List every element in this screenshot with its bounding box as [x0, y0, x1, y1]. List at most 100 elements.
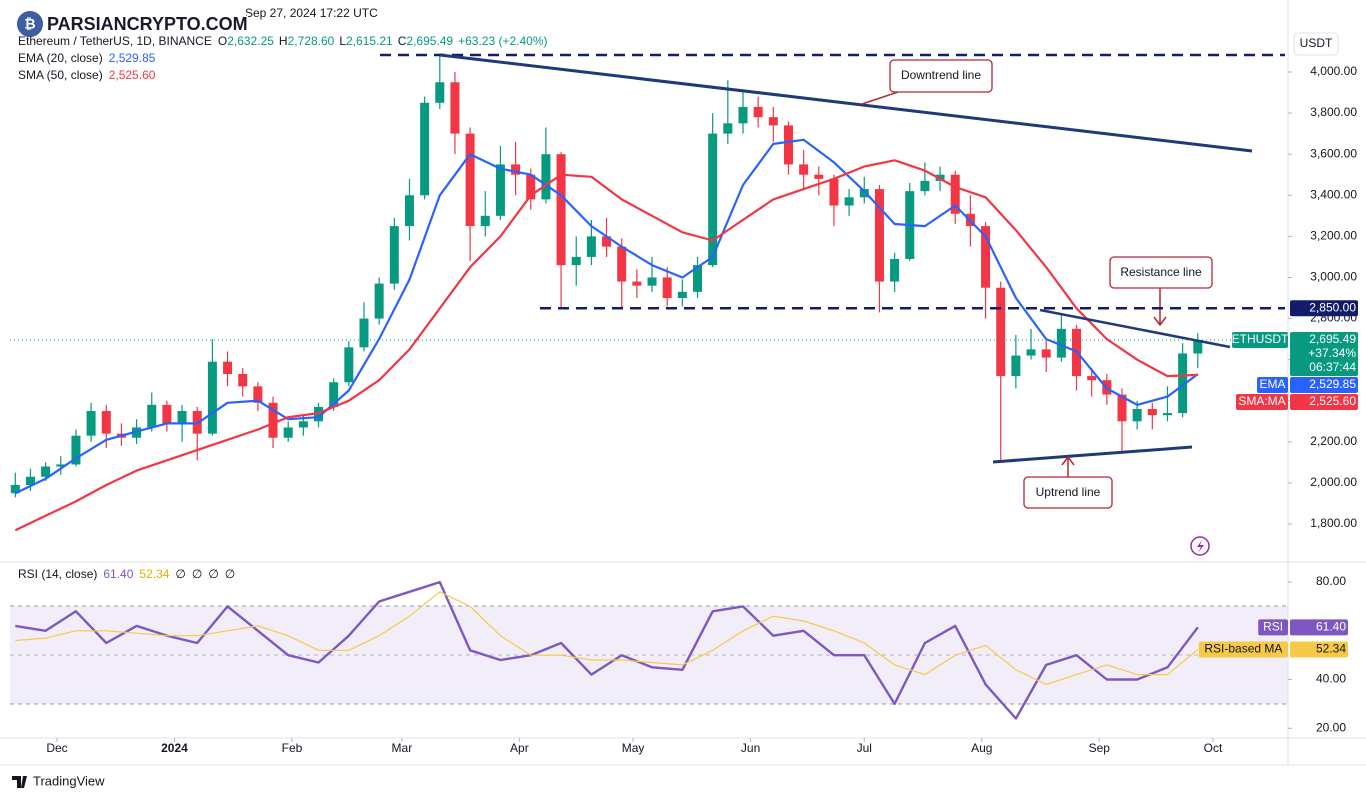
indicator-value: 2,525.60: [1309, 394, 1356, 408]
x-tick-label: Sep: [1089, 741, 1111, 755]
symbol-tag: [1232, 332, 1288, 349]
candle-body: [435, 82, 445, 103]
y-tick-label: 2,200.00: [1310, 434, 1357, 448]
ohlc-key: H: [279, 34, 288, 48]
candle-body: [1162, 413, 1172, 416]
candle-body: [1178, 353, 1188, 414]
currency-button[interactable]: [1293, 32, 1339, 56]
logo-backdrop: [8, 6, 240, 44]
legend-empty: ∅: [225, 567, 235, 581]
uptrend-line: [992, 445, 1193, 464]
marks: [10, 53, 1203, 720]
x-tick-label: May: [622, 741, 645, 755]
candle-body: [829, 178, 839, 206]
candle-body: [480, 215, 490, 227]
legend-empty: ∅: [208, 567, 218, 581]
ohlc-value: 2,728.60: [288, 34, 335, 48]
candle-body: [1147, 408, 1157, 416]
ohlc-key: C: [398, 34, 407, 48]
indicator-value-tag: [1290, 619, 1348, 636]
level-tag: [1290, 300, 1358, 317]
candle-body: [1117, 394, 1127, 422]
ohlc-value: 2,615.21: [346, 34, 393, 48]
logo-text: PARSIANCRYPTO.COM: [47, 14, 248, 34]
indicator-tag-label: RSI: [1263, 620, 1283, 634]
x-tick-label: Aug: [971, 741, 992, 755]
candle-body: [586, 236, 596, 257]
candle-body: [389, 226, 399, 284]
candle-body: [10, 484, 20, 494]
candle-body: [859, 189, 869, 198]
candle-body: [1041, 349, 1051, 358]
alert-icon-bolt: [1197, 540, 1204, 553]
indicator-value-tag: [1290, 394, 1358, 411]
annotation-box: [1109, 256, 1213, 289]
candle-body: [1056, 328, 1066, 358]
candle-body: [404, 195, 414, 227]
legend-value: 61.40: [103, 567, 133, 581]
x-tick-label: Feb: [282, 741, 303, 755]
price-tag: [1290, 332, 1358, 377]
candle-body: [662, 277, 672, 299]
candle-body: [677, 291, 687, 299]
candle-body: [223, 361, 233, 375]
x-tick-label: Dec: [46, 741, 67, 755]
indicator-tag: [1198, 641, 1288, 658]
y-tick-label: 3,400.00: [1310, 187, 1357, 201]
candle-body: [981, 226, 991, 288]
price-tag-countdown: 06:37:44: [1309, 360, 1356, 374]
indicator-tag-label: RSI-based MA: [1204, 642, 1282, 656]
candle-body: [207, 361, 217, 434]
candle-body: [268, 402, 278, 438]
candle-body: [723, 123, 733, 134]
candle-body: [495, 164, 505, 216]
candle-body: [753, 106, 763, 118]
candle-body: [783, 125, 793, 165]
alert-icon[interactable]: [1190, 536, 1210, 556]
indicator-tag-label: EMA: [1259, 377, 1285, 391]
candle-body: [344, 347, 354, 383]
candle-body: [890, 258, 900, 282]
ohlc-key: L: [339, 34, 346, 48]
candle-body: [571, 256, 581, 266]
candle-body: [708, 133, 718, 266]
y-tick-label: 1,800.00: [1310, 516, 1357, 530]
indicator-value: 61.40: [1316, 620, 1346, 634]
y-tick-label: 20.00: [1316, 720, 1346, 734]
candle-body: [556, 154, 566, 266]
annotation-box: [1023, 476, 1113, 509]
logo-icon: [15, 9, 45, 39]
symbol-title: Ethereum / TetherUS, 1D, BINANCE: [18, 34, 212, 48]
x-tick-label: Mar: [392, 741, 413, 755]
candle-body: [541, 154, 551, 200]
candle-body: [844, 197, 854, 206]
indicator-value: 52.34: [1316, 642, 1346, 656]
rsi-band: [10, 606, 1288, 704]
candle-body: [526, 174, 536, 200]
legend-empty: ∅: [175, 567, 185, 581]
candle-body: [950, 174, 960, 214]
candle-body: [253, 386, 263, 403]
x-tick-label: Oct: [1204, 741, 1223, 755]
timestamp: Sep 27, 2024 17:22 UTC: [245, 6, 378, 20]
annotation: Downtrend line: [901, 68, 981, 82]
x-tick-label: Jul: [857, 741, 872, 755]
candle-body: [647, 277, 657, 286]
annotation-pointer: [861, 91, 899, 105]
x-tick-label: 2024: [161, 741, 188, 755]
candle-body: [420, 102, 430, 196]
candle-body: [1132, 408, 1142, 422]
ohlc-value: 2,695.49: [406, 34, 453, 48]
candle-body: [298, 421, 308, 428]
annotation-pointer: [1153, 288, 1167, 327]
legend-sma: SMA (50, close) 2,525.60: [18, 68, 156, 82]
rsi-line: [15, 591, 1199, 686]
candle-body: [329, 382, 339, 407]
downtrend-line: [439, 53, 1253, 153]
candle-body: [359, 318, 369, 348]
level-tag-label: 2,850.00: [1309, 300, 1356, 314]
candle-body: [1193, 340, 1203, 354]
candle-body: [147, 404, 157, 428]
indicator-tag: [1257, 377, 1288, 394]
